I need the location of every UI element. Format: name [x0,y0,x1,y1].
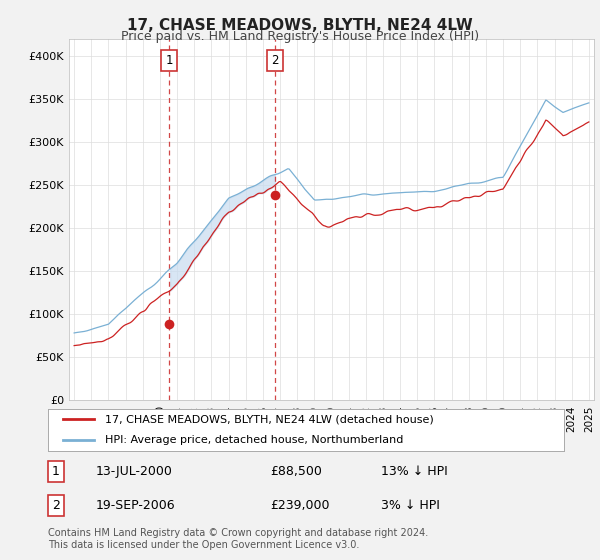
Text: 13% ↓ HPI: 13% ↓ HPI [380,465,448,478]
Text: 1: 1 [165,54,173,67]
Text: 3% ↓ HPI: 3% ↓ HPI [380,498,440,512]
Text: 2: 2 [271,54,279,67]
Text: 2: 2 [52,498,60,512]
Text: 17, CHASE MEADOWS, BLYTH, NE24 4LW (detached house): 17, CHASE MEADOWS, BLYTH, NE24 4LW (deta… [105,414,434,424]
Text: Contains HM Land Registry data © Crown copyright and database right 2024.
This d: Contains HM Land Registry data © Crown c… [48,528,428,549]
Text: HPI: Average price, detached house, Northumberland: HPI: Average price, detached house, Nort… [105,435,403,445]
Text: 19-SEP-2006: 19-SEP-2006 [95,498,175,512]
Text: 1: 1 [52,465,60,478]
Text: 13-JUL-2000: 13-JUL-2000 [95,465,172,478]
Text: £239,000: £239,000 [270,498,329,512]
Text: 17, CHASE MEADOWS, BLYTH, NE24 4LW: 17, CHASE MEADOWS, BLYTH, NE24 4LW [127,18,473,32]
Text: Price paid vs. HM Land Registry's House Price Index (HPI): Price paid vs. HM Land Registry's House … [121,30,479,43]
Text: £88,500: £88,500 [270,465,322,478]
